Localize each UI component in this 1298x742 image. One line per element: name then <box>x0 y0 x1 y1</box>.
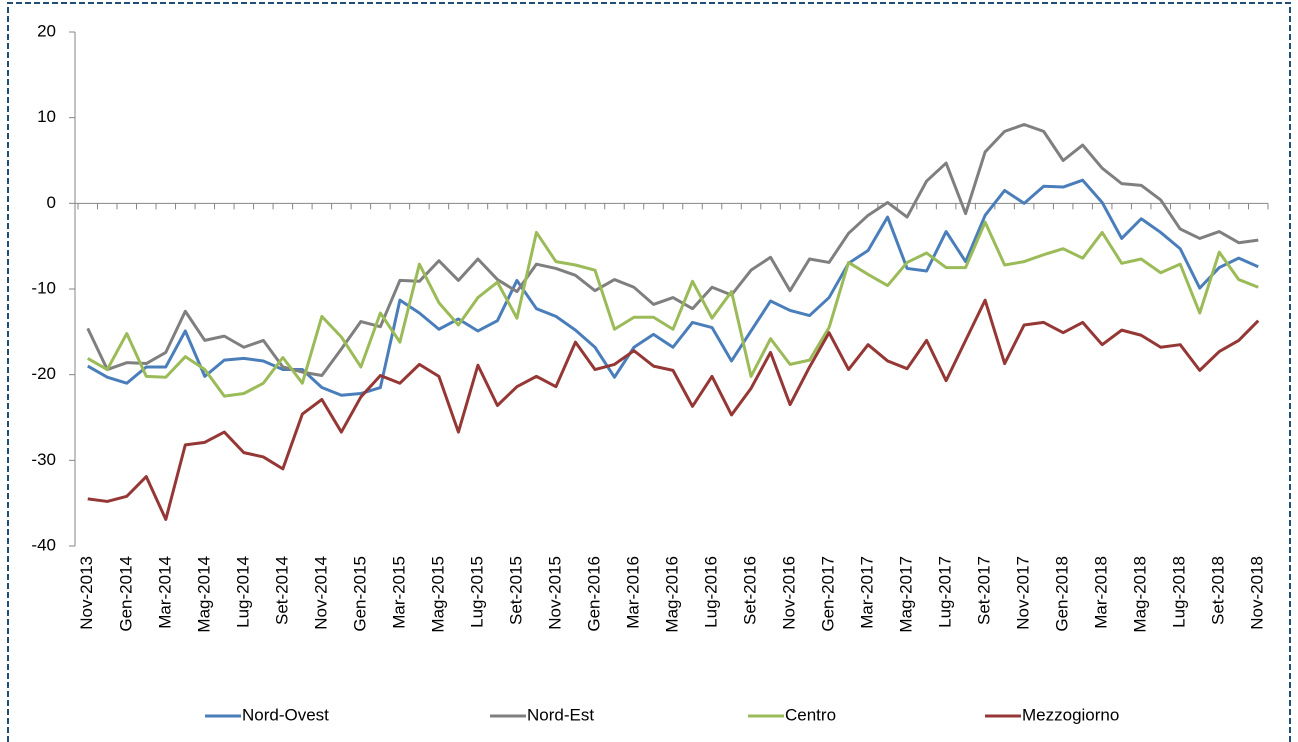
x-tick-label: Lug-2016 <box>702 556 721 628</box>
y-tick-label: -30 <box>31 450 56 469</box>
legend-label: Mezzogiorno <box>1022 705 1119 724</box>
x-tick-label: Nov-2016 <box>780 556 799 630</box>
x-tick-label: Lug-2014 <box>233 556 252 628</box>
series-line <box>87 298 1260 521</box>
legend-label: Nord-Est <box>527 705 594 724</box>
x-tick-label: Set-2016 <box>741 556 760 625</box>
series-line <box>87 220 1259 398</box>
x-tick-label: Gen-2017 <box>819 556 838 632</box>
y-tick-label: 0 <box>47 193 56 212</box>
x-tick-label: Gen-2016 <box>584 556 603 632</box>
x-tick-label: Set-2018 <box>1209 556 1228 625</box>
legend-label: Nord-Ovest <box>242 705 329 724</box>
x-tick-label: Lug-2015 <box>467 556 486 628</box>
x-tick-label: Nov-2018 <box>1248 556 1267 630</box>
x-tick-label: Mag-2015 <box>428 556 447 633</box>
series-line <box>86 123 1259 378</box>
x-tick-label: Lug-2018 <box>1170 556 1189 628</box>
x-tick-label: Nov-2013 <box>77 556 96 630</box>
x-tick-label: Gen-2018 <box>1053 556 1072 632</box>
x-tick-label: Mar-2015 <box>389 556 408 629</box>
x-tick-label: Set-2015 <box>506 556 525 625</box>
x-tick-label: Mar-2016 <box>623 556 642 629</box>
x-tick-label: Set-2014 <box>272 556 291 625</box>
legend-label: Centro <box>785 705 836 724</box>
y-tick-label: 20 <box>37 21 56 40</box>
y-tick-label: -10 <box>31 278 56 297</box>
x-tick-label: Nov-2017 <box>1014 556 1033 630</box>
chart-border <box>7 2 1291 742</box>
x-tick-label: Set-2017 <box>975 556 994 625</box>
x-tick-label: Mag-2014 <box>194 556 213 633</box>
x-tick-label: Nov-2015 <box>545 556 564 630</box>
x-tick-label: Gen-2014 <box>116 556 135 632</box>
y-tick-label: -40 <box>31 535 56 554</box>
x-tick-label: Nov-2014 <box>311 556 330 630</box>
x-tick-label: Mag-2017 <box>897 556 916 633</box>
y-tick-label: -20 <box>31 364 56 383</box>
series-line <box>87 178 1259 397</box>
x-tick-label: Mar-2017 <box>858 556 877 629</box>
x-tick-label: Mar-2014 <box>155 556 174 629</box>
x-tick-label: Gen-2015 <box>350 556 369 632</box>
x-tick-label: Lug-2017 <box>936 556 955 628</box>
x-tick-label: Mar-2018 <box>1092 556 1111 629</box>
y-tick-label: 10 <box>37 107 56 126</box>
x-tick-label: Mag-2018 <box>1131 556 1150 633</box>
x-tick-label: Mag-2016 <box>662 556 681 633</box>
